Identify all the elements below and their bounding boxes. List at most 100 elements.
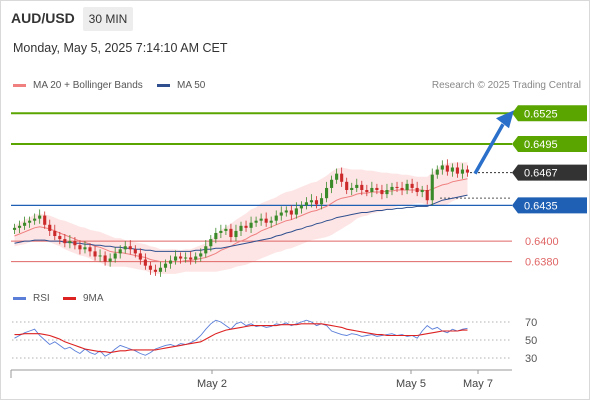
candle-body: [153, 269, 157, 272]
candle-body: [103, 255, 107, 262]
level-label-0.6495: 0.6495: [524, 139, 558, 151]
candle-body: [58, 236, 62, 240]
legend-ma50: MA 50: [157, 80, 205, 91]
candle-body: [350, 187, 354, 190]
candle-body: [445, 165, 449, 172]
candle-body: [93, 251, 97, 257]
candle-body: [128, 246, 132, 250]
level-label-0.6400: 0.6400: [525, 236, 559, 248]
rsi-tick-30: 30: [525, 353, 537, 365]
candle-body: [304, 202, 308, 206]
rsi-label: RSI: [33, 293, 50, 304]
candle-body: [38, 215, 42, 219]
ma20-swatch: [13, 84, 26, 87]
candle-body: [450, 167, 454, 172]
candle-body: [284, 210, 288, 213]
candle-body: [83, 247, 87, 250]
candle-body: [204, 246, 208, 254]
candle-body: [405, 183, 409, 190]
candle-body: [158, 267, 163, 272]
candle-body: [390, 186, 394, 190]
level-tag-0.6435: [512, 197, 587, 214]
candle-body: [244, 225, 248, 228]
candle-body: [219, 230, 223, 233]
candle-body: [33, 218, 37, 221]
candle-body: [118, 249, 122, 254]
candle-body: [234, 230, 238, 238]
candle-body: [209, 239, 213, 247]
candle-body: [189, 257, 193, 260]
timeframe-button[interactable]: 30 MIN: [83, 7, 133, 31]
candle-body: [113, 253, 117, 259]
ma9-swatch: [63, 297, 76, 300]
candle-body: [184, 257, 188, 259]
candle-body: [163, 263, 168, 268]
candle-body: [370, 187, 374, 193]
current-price-label: 0.6467: [524, 168, 558, 180]
ma9-label: 9MA: [83, 293, 104, 304]
candle-body: [385, 190, 389, 195]
timestamp: Monday, May 5, 2025 7:14:10 AM CET: [13, 41, 228, 55]
candle-body: [269, 220, 273, 223]
current-price-tag: [512, 164, 587, 181]
candle-body: [425, 190, 429, 201]
candle-body: [194, 256, 198, 260]
candle-body: [345, 181, 349, 190]
candle-body: [415, 187, 419, 193]
candle-body: [63, 239, 67, 244]
candle-body: [53, 230, 57, 237]
level-label-0.6380: 0.6380: [525, 257, 559, 269]
candle-body: [355, 184, 359, 188]
candle-body: [420, 190, 424, 193]
x-tick-label-May-7: May 7: [463, 378, 493, 390]
candle-body: [133, 249, 137, 254]
candle-body: [143, 259, 147, 266]
instrument-title: AUD/USD: [11, 10, 75, 26]
candle-body: [440, 165, 444, 170]
candle-body: [340, 173, 344, 182]
candle-body: [465, 169, 470, 173]
rsi-tick-70: 70: [525, 317, 537, 329]
candle-body: [299, 205, 303, 209]
candle-body: [274, 215, 278, 221]
candle-body: [199, 253, 203, 257]
candle-body: [259, 218, 263, 221]
level-label-0.6435: 0.6435: [524, 200, 558, 212]
credit-text: Research © 2025 Trading Central: [431, 80, 581, 91]
target-arrow-shaft: [473, 123, 505, 175]
candle-body: [168, 260, 173, 264]
candle-body: [430, 174, 434, 201]
candle-body: [214, 232, 218, 240]
candle-body: [43, 215, 47, 225]
candle-body: [148, 265, 152, 270]
candle-body: [395, 186, 399, 188]
candle-body: [410, 183, 414, 188]
ma50-label: MA 50: [177, 80, 206, 91]
legend-rsi: RSI: [13, 293, 50, 304]
candle-body: [375, 187, 379, 190]
candle-body: [309, 200, 314, 203]
legend-ma20: MA 20 + Bollinger Bands: [13, 80, 143, 91]
candle-body: [435, 169, 439, 175]
candle-body: [289, 210, 293, 215]
candle-body: [249, 222, 253, 228]
legend-9ma: 9MA: [63, 293, 104, 304]
candle-body: [380, 190, 384, 195]
candle-body: [224, 228, 228, 231]
target-arrow-head: [496, 110, 514, 129]
rsi-line: [14, 319, 468, 357]
candle-body: [12, 227, 17, 230]
candle-body: [108, 258, 112, 262]
candle-body: [319, 198, 324, 205]
candle-body: [23, 222, 27, 226]
level-tag-0.6525: [512, 105, 587, 122]
candle-body: [174, 256, 178, 261]
candle-body: [400, 187, 404, 190]
candle-body: [460, 169, 465, 174]
candle-body: [294, 208, 298, 215]
candle-body: [28, 220, 32, 223]
candle-body: [123, 246, 127, 250]
candle-body: [314, 200, 319, 205]
candle-body: [78, 245, 82, 250]
